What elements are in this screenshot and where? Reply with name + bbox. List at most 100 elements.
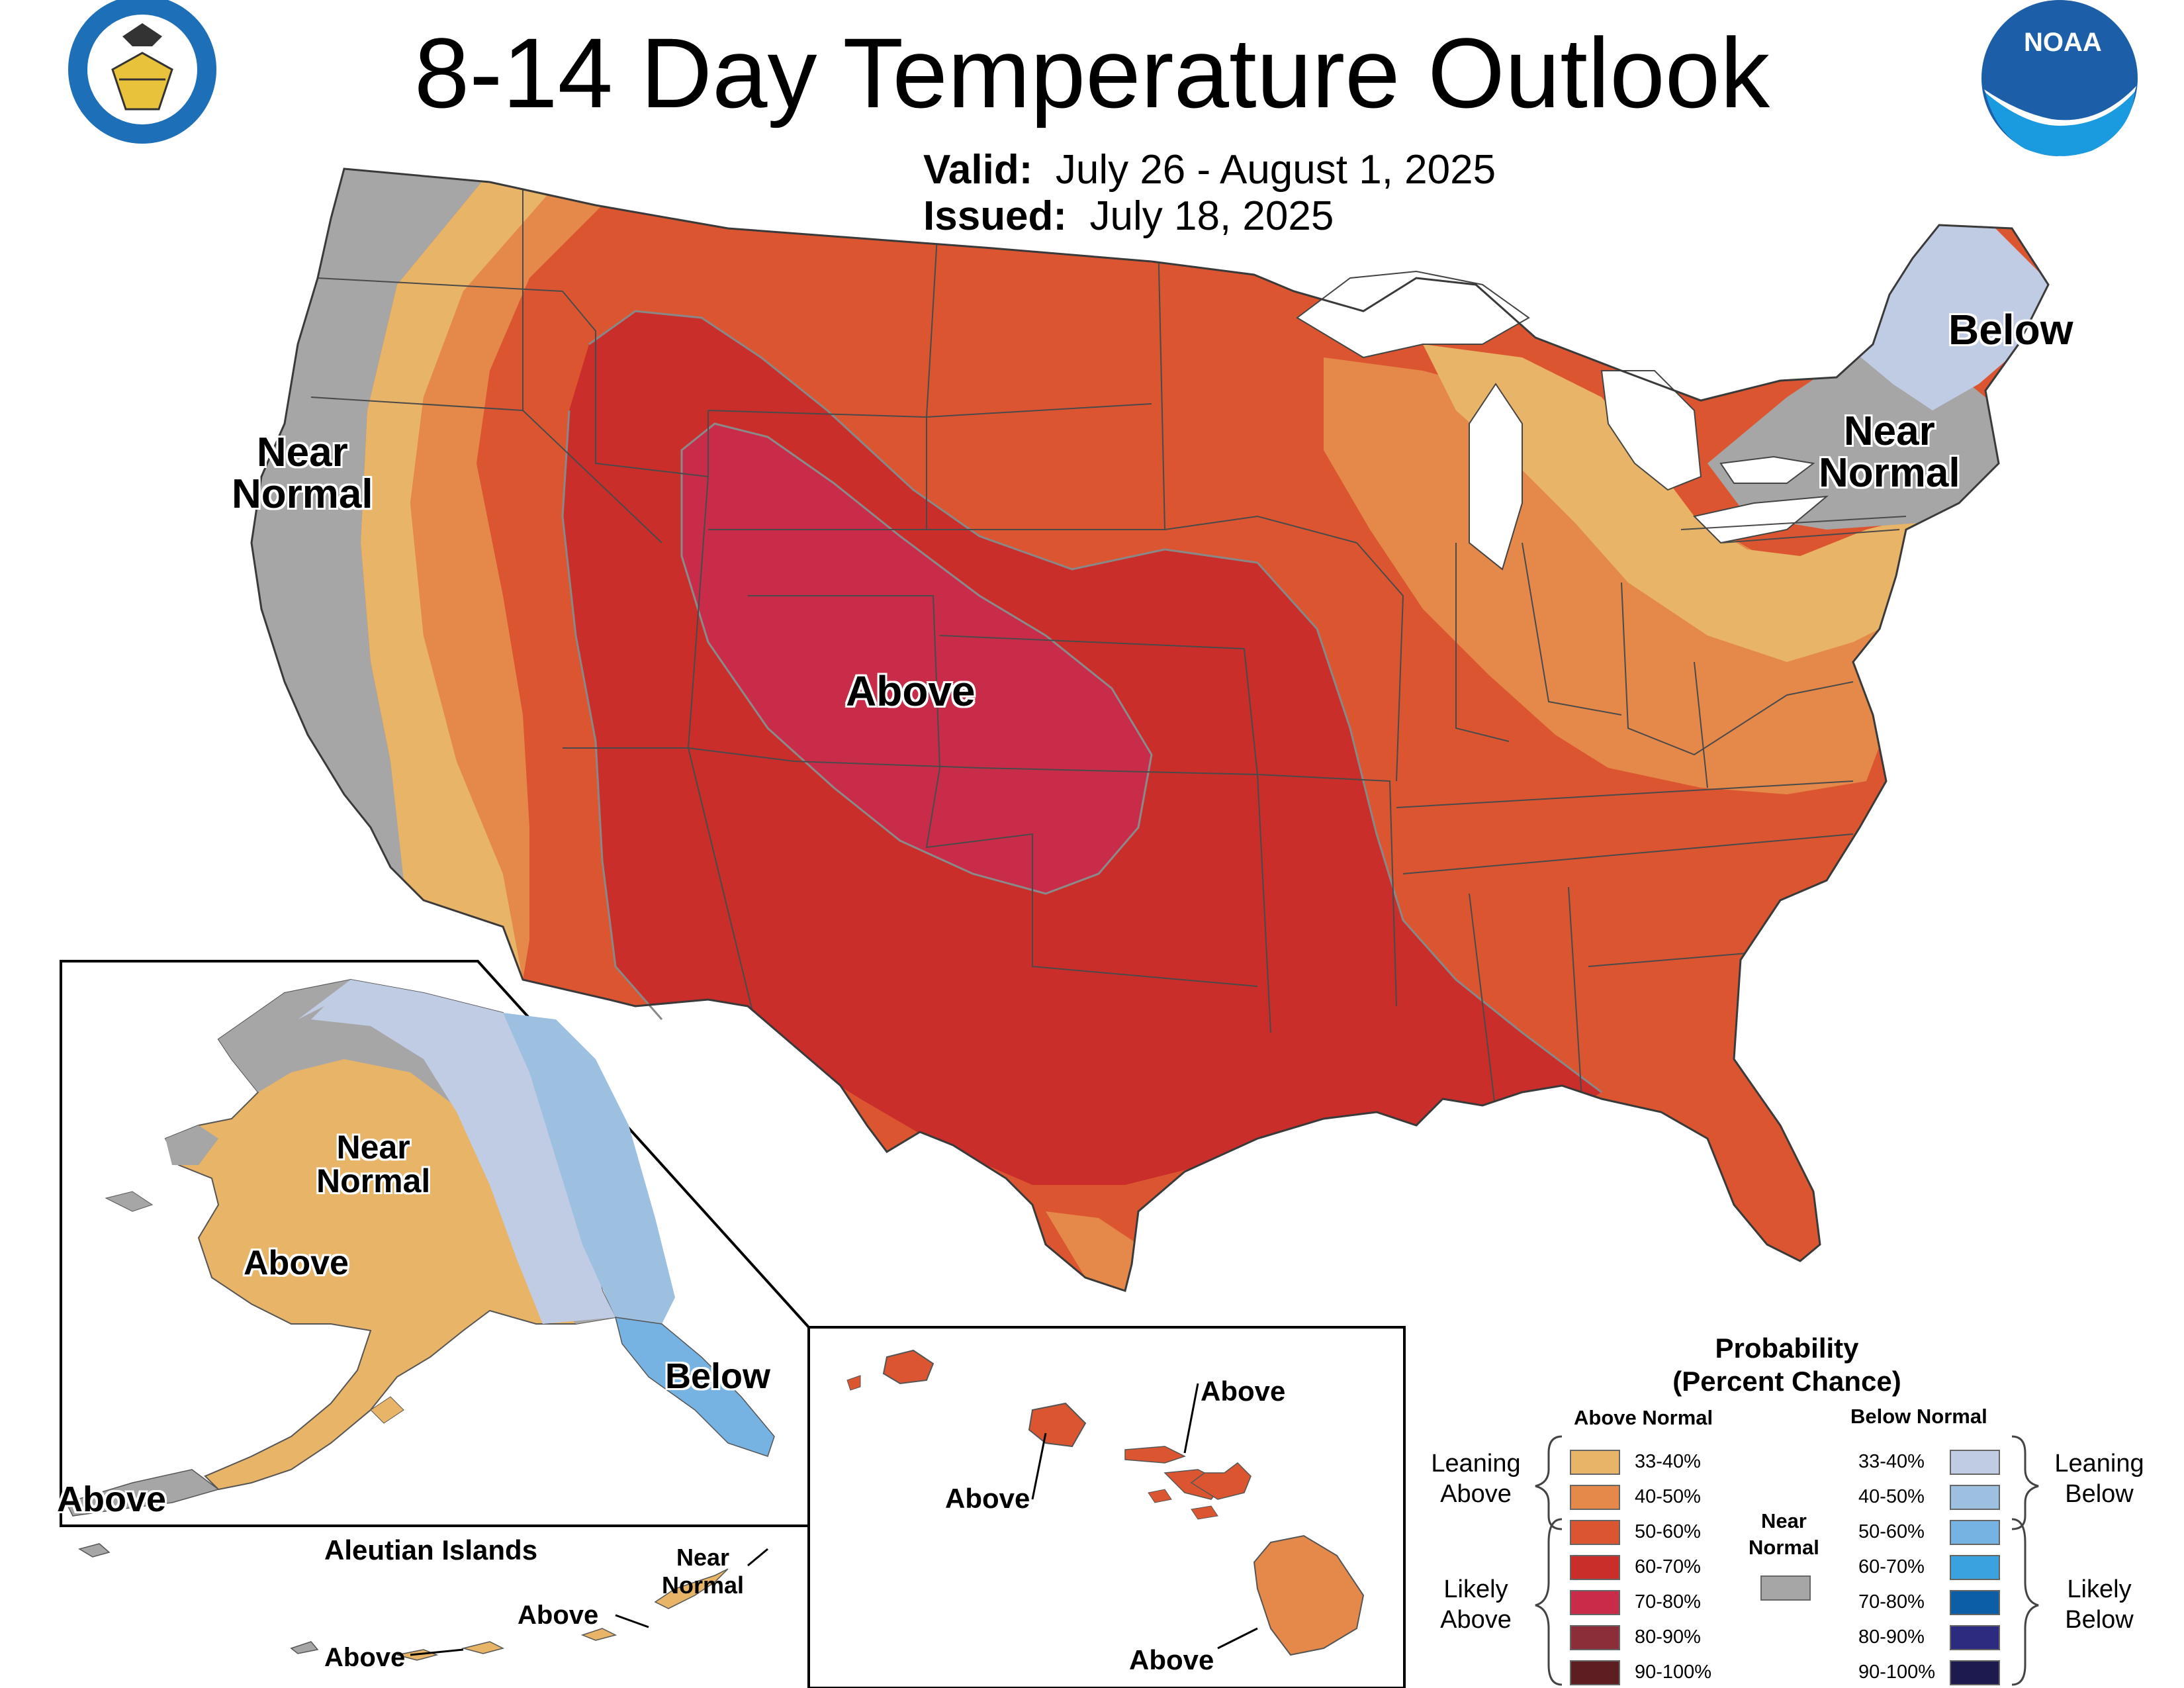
central-above-label: Above <box>846 667 976 715</box>
alaska-40-50-below <box>503 1013 675 1324</box>
group-line: Leaning <box>1431 1450 1521 1477</box>
legend-below-row-label: 90-100% <box>1858 1662 1936 1683</box>
maine-below-label: Below <box>1948 306 2073 353</box>
legend-title-line: (Percent Chance) <box>1672 1366 1901 1397</box>
issued-label: Issued: <box>923 193 1068 239</box>
legend-above-row-swatch <box>1570 1520 1620 1545</box>
legend-above-row-swatch <box>1570 1555 1620 1580</box>
legend-below-row-swatch <box>1950 1555 2000 1580</box>
legend-below-row-swatch <box>1950 1520 2000 1545</box>
legend-below-row-swatch <box>1950 1660 2000 1685</box>
legend-above-row-label: 90-100% <box>1635 1662 1712 1683</box>
legend-above-row-swatch <box>1570 1450 1620 1475</box>
commerce-seal <box>68 0 216 144</box>
legend-above-row-label: 40-50% <box>1635 1486 1701 1507</box>
label-line: Normal <box>316 1162 431 1199</box>
west-40-50-band <box>410 185 609 980</box>
legend-below-row-label: 40-50% <box>1858 1486 1925 1507</box>
label-line: Near <box>256 430 348 475</box>
legend-title: Probability (Percent Chance) <box>1635 1332 1939 1398</box>
aleutian-near-normal-label: Near Normal <box>662 1544 744 1599</box>
northeast-near-normal-label: Near Normal <box>1819 410 1960 494</box>
valid-label: Valid: <box>923 147 1033 193</box>
group-line: Likely <box>1443 1575 1508 1603</box>
alaska-near-normal-label: Near Normal <box>316 1131 430 1198</box>
great-lakes <box>1296 270 1829 571</box>
hawaii-above-oahu-label: Above <box>945 1483 1030 1514</box>
legend-above-row-label: 80-90% <box>1635 1626 1701 1648</box>
legend-above-row-label: 50-60% <box>1635 1521 1701 1542</box>
legend-below-row-label: 70-80% <box>1858 1591 1925 1613</box>
legend-above-row-swatch <box>1570 1625 1620 1650</box>
label-line: Near <box>336 1129 410 1166</box>
date-info: Valid: July 26 - August 1, 2025 Issued: … <box>923 147 1496 240</box>
issued-date: July 18, 2025 <box>1089 193 1334 239</box>
issued-line: Issued: July 18, 2025 <box>923 193 1496 240</box>
group-line: Below <box>2065 1480 2134 1508</box>
legend-title-line: Probability <box>1715 1333 1859 1364</box>
legend-above-row-label: 33-40% <box>1635 1451 1701 1472</box>
label-line: Near <box>1843 408 1935 454</box>
alaska-panhandle-below <box>615 1317 775 1457</box>
legend-above-row-label: 70-80% <box>1635 1591 1701 1613</box>
alaska-inset <box>60 960 810 1527</box>
legend-leaning-above: Leaning Above <box>1423 1448 1529 1509</box>
alaska-peninsula-near-normal <box>65 1469 220 1517</box>
label-line: Near <box>676 1544 730 1571</box>
alaska-near-below-band <box>311 980 615 1324</box>
aleutian-above-label-1: Above <box>518 1601 599 1630</box>
group-line: Likely <box>2067 1575 2132 1603</box>
legend-below-row-label: 80-90% <box>1858 1626 1925 1648</box>
central-70-80-region <box>680 422 1153 895</box>
legend-likely-below: Likely Below <box>2046 1574 2152 1635</box>
noaa-logo <box>1981 0 2138 156</box>
legend-likely-above: Likely Above <box>1423 1574 1529 1635</box>
label-line: Normal <box>1819 450 1960 496</box>
legend-above-header: Above Normal <box>1574 1406 1713 1429</box>
label-line: Normal <box>232 471 373 518</box>
hawaii-above-big-island-label: Above <box>1129 1644 1214 1675</box>
state-boundaries <box>310 185 1907 1113</box>
aleutian-leader-lines <box>410 1548 768 1656</box>
alaska-below-label: Below <box>665 1356 771 1396</box>
probability-contours <box>561 310 1602 1094</box>
near-normal-line: Near <box>1760 1509 1807 1532</box>
label-line: Normal <box>662 1571 745 1599</box>
legend-below-row-label: 60-70% <box>1858 1556 1925 1577</box>
legend-near-normal: Near Normal <box>1749 1508 1819 1561</box>
west-near-normal-label: Near Normal <box>232 430 373 518</box>
legend-leaning-below: Leaning Below <box>2046 1448 2152 1509</box>
legend-above-row-swatch <box>1570 1660 1620 1685</box>
group-line: Leaning <box>2054 1450 2144 1477</box>
near-normal-line: Normal <box>1749 1536 1819 1559</box>
legend-below-header: Below Normal <box>1850 1405 1987 1428</box>
valid-line: Valid: July 26 - August 1, 2025 <box>923 147 1496 193</box>
legend-below-row-label: 33-40% <box>1858 1451 1925 1472</box>
legend-near-normal-swatch <box>1760 1575 1811 1601</box>
legend-below-row-label: 50-60% <box>1858 1521 1925 1542</box>
group-line: Above <box>1440 1480 1512 1508</box>
legend-above-row-swatch <box>1570 1485 1620 1510</box>
texas-40-50-tip <box>1046 1211 1138 1291</box>
conus-outline <box>250 167 2050 1292</box>
aleutian-above-label-2: Above <box>324 1643 406 1672</box>
group-line: Above <box>1440 1606 1512 1634</box>
valid-dates: July 26 - August 1, 2025 <box>1055 147 1496 193</box>
hawaii-above-north-label: Above <box>1201 1376 1286 1407</box>
page-title: 8-14 Day Temperature Outlook <box>414 17 1770 128</box>
west-33-40-band <box>361 172 556 980</box>
legend-below-row-swatch <box>1950 1450 2000 1475</box>
alaska-southwest-above-label: Above <box>57 1479 167 1519</box>
alaska-above-label: Above <box>244 1244 349 1282</box>
group-line: Below <box>2065 1606 2134 1634</box>
legend-below-row-swatch <box>1950 1485 2000 1510</box>
legend-above-row-swatch <box>1570 1590 1620 1615</box>
hawaii-leader-lines <box>1031 1383 1258 1650</box>
northeast-33-40-band <box>1423 344 1985 662</box>
noaa-logo-text: NOAA <box>2024 28 2102 57</box>
legend-braces <box>1535 1435 2039 1686</box>
legend-above-row-label: 60-70% <box>1635 1556 1701 1577</box>
legend-below-row-swatch <box>1950 1625 2000 1650</box>
hawaii-inset <box>807 1326 1406 1688</box>
